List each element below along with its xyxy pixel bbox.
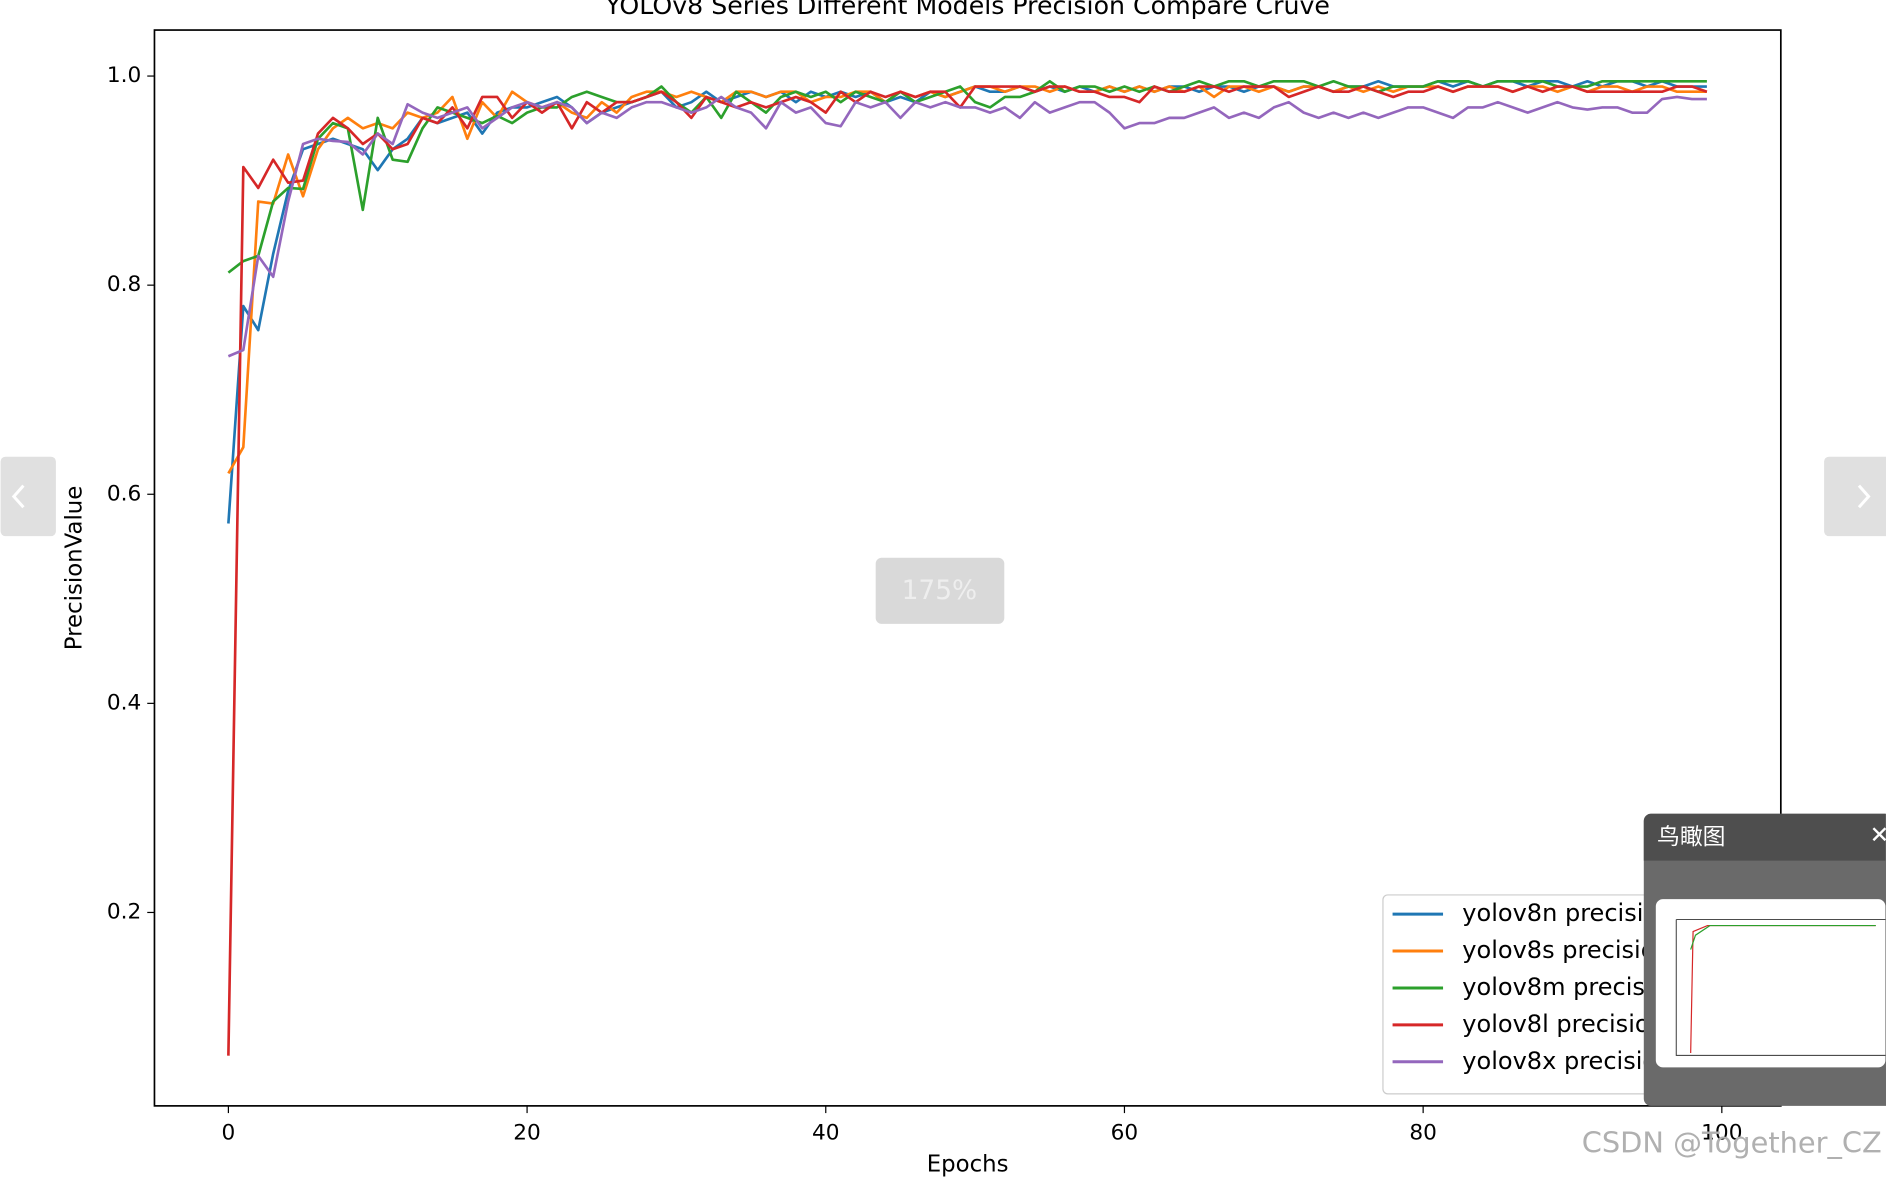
- series-line: [227, 85, 1707, 475]
- watermark: CSDN @Together_CZ: [1582, 1125, 1882, 1159]
- prev-bg[interactable]: [0, 456, 56, 537]
- next-bg[interactable]: [1824, 456, 1886, 537]
- next-icon[interactable]: [1857, 484, 1871, 509]
- x-tick-label: 80: [1409, 1121, 1437, 1146]
- x-tick-label: 0: [222, 1121, 236, 1146]
- series-line: [227, 79, 1707, 524]
- thumbnail-curve: [1690, 924, 1876, 950]
- series-line: [227, 79, 1707, 274]
- plot-frame: [153, 29, 1782, 1107]
- y-tick-label: 0.2: [107, 899, 141, 924]
- prev-icon[interactable]: [11, 484, 25, 509]
- thumbnail-frame: [1675, 919, 1886, 1056]
- y-tick-label: 1.0: [107, 63, 141, 88]
- y-axis-label: PrecisionValue: [62, 486, 88, 651]
- y-tick-label: 0.8: [107, 272, 141, 297]
- overview-thumbnail[interactable]: [1655, 899, 1886, 1068]
- next-button[interactable]: [1824, 456, 1886, 537]
- overview-header: [1643, 813, 1886, 861]
- y-tick-label: 0.4: [107, 690, 141, 715]
- zoom-level: 175%: [902, 575, 978, 606]
- zoom-badge: [875, 557, 1005, 624]
- chart-title: YOLOv8 Series Different Models Precision…: [604, 0, 1330, 20]
- overview-panel: 鸟瞰图: [1643, 813, 1886, 1106]
- x-tick-label: 20: [513, 1121, 541, 1146]
- prev-button[interactable]: [0, 456, 56, 537]
- y-tick-label: 0.6: [107, 481, 141, 506]
- series-line: [227, 85, 1708, 1056]
- close-icon[interactable]: [1872, 827, 1886, 842]
- x-tick-label: 100: [1701, 1121, 1742, 1146]
- x-tick-label: 40: [812, 1121, 840, 1146]
- series-line: [227, 95, 1707, 358]
- x-tick-label: 60: [1111, 1121, 1139, 1146]
- overview-title: 鸟瞰图: [1657, 824, 1725, 850]
- x-axis-label: Epochs: [927, 1151, 1009, 1177]
